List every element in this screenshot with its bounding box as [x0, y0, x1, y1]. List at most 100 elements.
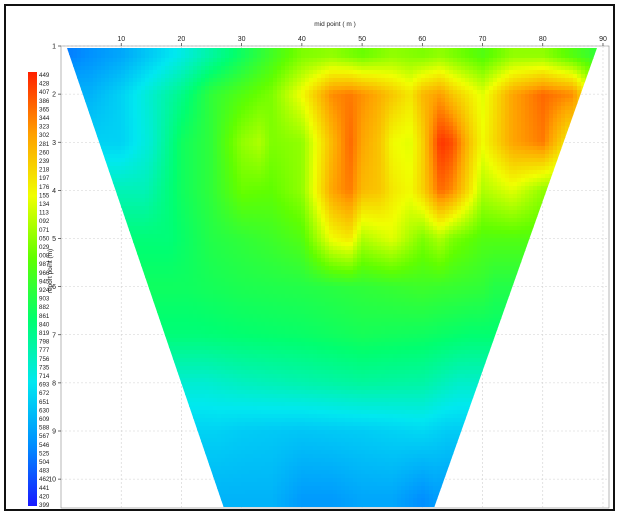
heat-cell [545, 142, 550, 147]
heat-cell [513, 142, 518, 147]
heat-cell [265, 170, 270, 175]
heat-cell [281, 126, 286, 131]
heat-cell [209, 48, 214, 51]
heat-cell [285, 158, 290, 163]
heat-cell [417, 174, 422, 179]
heat-cell [117, 138, 122, 143]
heat-cell [221, 90, 226, 95]
heat-cell [557, 86, 562, 91]
heat-cell [521, 142, 526, 147]
heat-cell [469, 58, 474, 63]
heat-cell [209, 174, 214, 179]
heat-cell [413, 74, 418, 79]
heat-cell [441, 58, 446, 63]
heat-cell [549, 174, 554, 179]
heat-cell [477, 186, 482, 191]
heat-cell [317, 162, 322, 167]
heat-cell [393, 48, 398, 51]
heat-cell [445, 130, 450, 135]
heat-cell [361, 58, 366, 63]
heat-cell [361, 54, 366, 59]
heat-cell [361, 166, 366, 171]
heat-cell [453, 146, 458, 151]
heat-cell [137, 154, 142, 159]
heat-cell [365, 54, 370, 59]
heat-cell [233, 86, 238, 91]
heat-cell [81, 74, 86, 79]
heat-cell [157, 86, 162, 91]
heat-cell [297, 134, 302, 139]
heat-cell [461, 150, 466, 155]
heat-cell [341, 74, 346, 79]
heat-cell [521, 94, 526, 99]
heat-cell [185, 62, 190, 67]
heat-cell [133, 146, 138, 151]
heat-cell [477, 114, 482, 119]
heat-cell [317, 178, 322, 183]
heat-cell [357, 154, 362, 159]
heat-cell [129, 150, 134, 155]
heat-cell [205, 186, 210, 191]
heat-cell [157, 102, 162, 107]
heat-cell [473, 182, 478, 187]
heat-cell [489, 70, 494, 75]
heat-cell [237, 50, 242, 55]
heat-cell [333, 48, 338, 51]
heat-cell [229, 162, 234, 167]
heat-cell [337, 134, 342, 139]
heat-cell [409, 130, 414, 135]
heat-cell [253, 134, 258, 139]
heat-cell [229, 190, 234, 195]
heat-cell [117, 102, 122, 107]
heat-cell [201, 126, 206, 131]
heat-cell [157, 106, 162, 111]
heat-cell [357, 130, 362, 135]
heat-cell [145, 118, 150, 123]
heat-cell [177, 142, 182, 147]
heat-cell [261, 118, 266, 123]
heat-cell [381, 122, 386, 127]
heat-cell [409, 58, 414, 63]
heat-cell [145, 154, 150, 159]
heat-cell [541, 138, 546, 143]
heat-cell [433, 178, 438, 183]
heat-cell [453, 114, 458, 119]
heat-cell [513, 110, 518, 115]
heat-cell [461, 98, 466, 103]
heat-cell [201, 90, 206, 95]
heat-cell [105, 114, 110, 119]
heat-cell [333, 146, 338, 151]
heat-cell [305, 86, 310, 91]
heat-cell [401, 50, 406, 55]
heat-cell [317, 48, 322, 51]
heat-cell [337, 54, 342, 59]
heat-cell [445, 166, 450, 171]
heat-cell [141, 94, 146, 99]
heat-cell [517, 74, 522, 79]
heat-cell [213, 54, 218, 59]
heat-cell [305, 114, 310, 119]
heat-cell [333, 106, 338, 111]
heat-cell [361, 182, 366, 187]
heat-cell [193, 74, 198, 79]
heat-cell [129, 82, 134, 87]
heat-cell [317, 106, 322, 111]
heat-cell [297, 126, 302, 131]
heat-cell [541, 74, 546, 79]
heat-cell [233, 146, 238, 151]
heat-cell [309, 126, 314, 131]
heat-cell [145, 186, 150, 191]
heat-cell [89, 94, 94, 99]
heat-cell [205, 166, 210, 171]
heat-cell [321, 170, 326, 175]
heat-cell [141, 134, 146, 139]
heat-cell [409, 166, 414, 171]
heat-cell [129, 114, 134, 119]
heat-cell [105, 102, 110, 107]
heat-cell [481, 182, 486, 187]
heat-cell [221, 48, 226, 51]
heat-cell [409, 158, 414, 163]
heat-cell [237, 58, 242, 63]
heat-cell [281, 54, 286, 59]
heat-cell [305, 130, 310, 135]
